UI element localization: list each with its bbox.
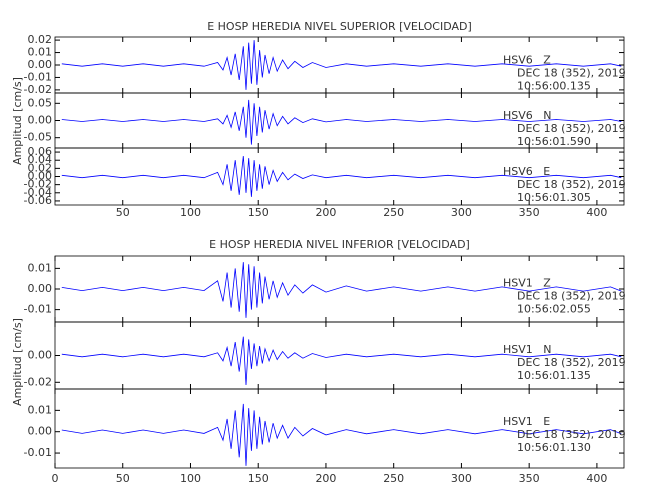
waveform (61, 403, 622, 466)
y-tick-label: -0.02 (24, 83, 52, 96)
time-label: 10:56:01.305 (517, 191, 591, 204)
y-tick-label: 0.06 (28, 145, 53, 158)
y-tick-label: 0.01 (28, 403, 53, 416)
y-tick-label: -0.05 (24, 131, 52, 144)
x-tick-label: 250 (383, 206, 404, 219)
date-label: DEC 18 (352), 2019 (517, 122, 626, 135)
x-tick-label: 400 (586, 472, 607, 485)
y-tick-label: -0.01 (24, 303, 52, 316)
x-tick-label: 300 (451, 472, 472, 485)
y-tick-label: -0.04 (24, 186, 52, 199)
station-label: HSV1 E (503, 415, 550, 428)
x-tick-label: 150 (248, 206, 269, 219)
waveform (61, 99, 622, 145)
x-tick-label: 100 (180, 206, 201, 219)
waveform (61, 156, 622, 197)
x-tick-label: 350 (519, 206, 540, 219)
date-label: DEC 18 (352), 2019 (517, 428, 626, 441)
y-tick-label: -0.06 (24, 194, 52, 207)
y-tick-label: 0.05 (28, 96, 53, 109)
station-label: HSV1 Z (503, 277, 551, 290)
y-tick-label: 0.04 (28, 153, 53, 166)
y-axis-label: Amplitud [cm/s] (11, 318, 24, 406)
x-tick-label: 200 (315, 206, 336, 219)
station-label: HSV1 N (503, 343, 552, 356)
date-label: DEC 18 (352), 2019 (517, 178, 626, 191)
x-tick-label: 0 (52, 472, 59, 485)
chart-title: E HOSP HEREDIA NIVEL INFERIOR [VELOCIDAD… (209, 238, 470, 251)
date-label: DEC 18 (352), 2019 (517, 290, 626, 303)
waveform (61, 262, 622, 318)
y-tick-label: -0.02 (24, 178, 52, 191)
x-tick-label: 150 (248, 472, 269, 485)
time-label: 10:56:00.135 (517, 80, 591, 93)
station-label: HSV6 N (503, 109, 552, 122)
waveform (61, 336, 622, 386)
time-label: 10:56:02.055 (517, 303, 591, 316)
date-label: DEC 18 (352), 2019 (517, 356, 626, 369)
time-label: 10:56:01.590 (517, 135, 591, 148)
time-label: 10:56:01.130 (517, 441, 591, 454)
waveform (61, 40, 622, 90)
y-tick-label: 0.00 (28, 349, 53, 362)
time-label: 10:56:01.135 (517, 369, 591, 382)
y-tick-label: 0.00 (28, 282, 53, 295)
x-tick-label: 350 (519, 472, 540, 485)
x-tick-label: 300 (451, 206, 472, 219)
y-tick-label: -0.01 (24, 70, 52, 83)
station-label: HSV6 Z (503, 54, 551, 67)
x-tick-label: 50 (116, 472, 130, 485)
x-tick-label: 400 (586, 206, 607, 219)
panel-frame (54, 388, 625, 469)
chart-title: E HOSP HEREDIA NIVEL SUPERIOR [VELOCIDAD… (207, 20, 472, 33)
x-tick-label: 200 (315, 472, 336, 485)
x-tick-label: 50 (116, 206, 130, 219)
x-tick-label: 250 (383, 472, 404, 485)
y-tick-label: 0.00 (28, 114, 53, 127)
y-tick-label: 0.01 (28, 261, 53, 274)
y-tick-label: 0.02 (28, 161, 53, 174)
y-tick-label: 0.00 (28, 425, 53, 438)
y-tick-label: 0.00 (28, 170, 53, 183)
y-tick-label: 0.02 (28, 33, 53, 46)
x-tick-label: 100 (180, 472, 201, 485)
y-tick-label: -0.01 (24, 446, 52, 459)
y-tick-label: -0.02 (24, 375, 52, 388)
y-axis-label: Amplitud [cm/s] (11, 77, 24, 165)
y-tick-label: 0.00 (28, 58, 53, 71)
y-tick-label: 0.01 (28, 46, 53, 59)
station-label: HSV6 E (503, 165, 550, 178)
date-label: DEC 18 (352), 2019 (517, 67, 626, 80)
